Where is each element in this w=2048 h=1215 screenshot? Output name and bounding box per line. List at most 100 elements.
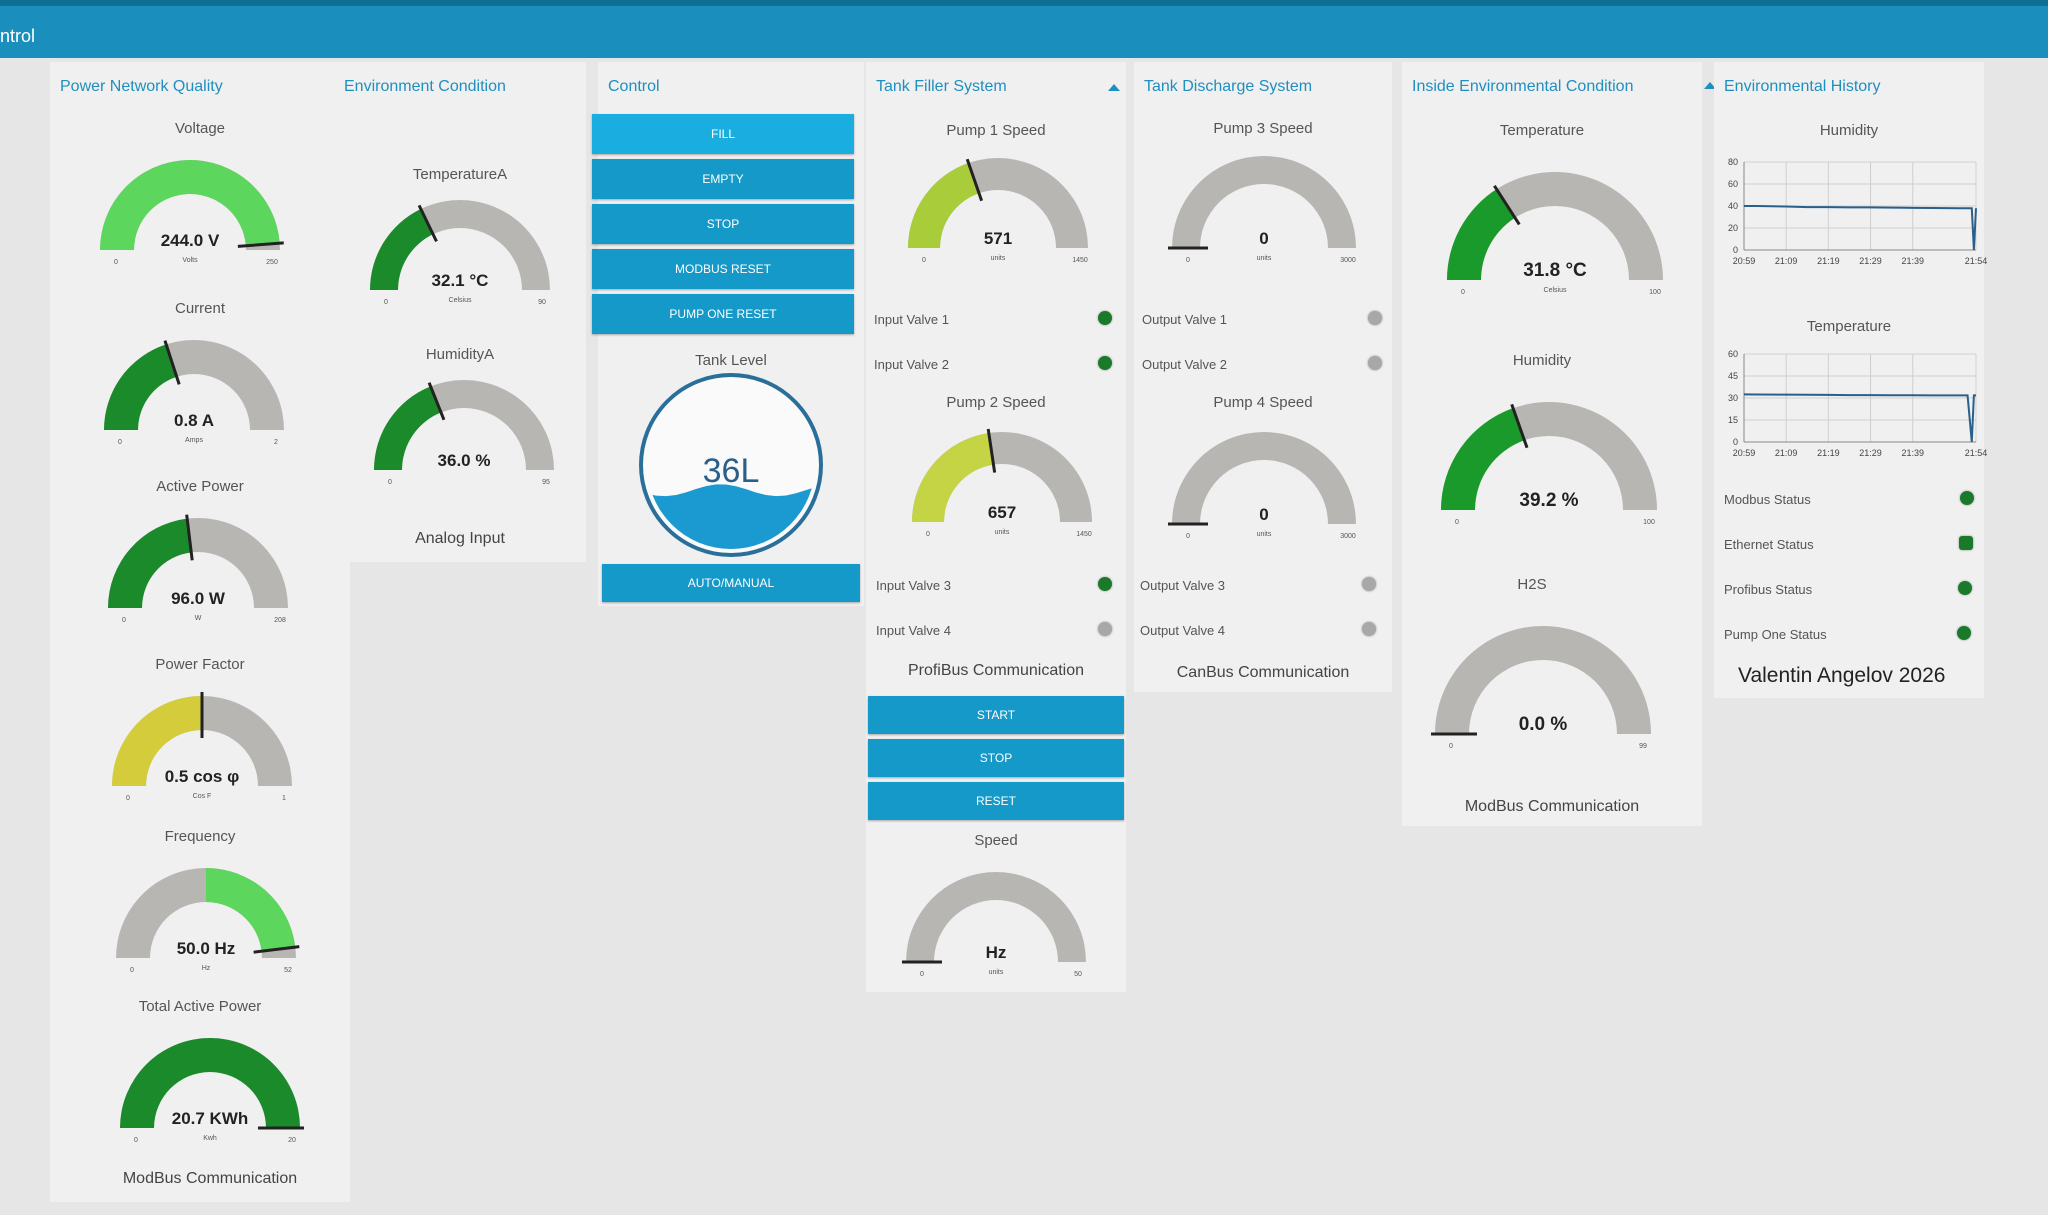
pump-one-reset-button[interactable]: PUMP ONE RESET bbox=[592, 294, 854, 334]
panel-title: Environment Condition bbox=[344, 78, 506, 95]
valve-status-indicator bbox=[1098, 577, 1112, 591]
gauge-fill bbox=[112, 696, 202, 786]
gauge-min: 0 bbox=[920, 971, 924, 978]
gauge-max: 99 bbox=[1639, 743, 1647, 750]
history-chart-humidity: 0 20 40 60 80 20:59 21:09 21:19 21:29 21:39 21:54 bbox=[1728, 157, 1987, 266]
gauge-min: 0 bbox=[1455, 519, 1459, 526]
gauge-min: 0 bbox=[1461, 289, 1465, 296]
gauge-min: 0 bbox=[926, 531, 930, 538]
top-bar: ntrol bbox=[0, 0, 2048, 58]
gauge-min: 0 bbox=[922, 257, 926, 264]
panel-title: Tank Filler System bbox=[876, 78, 1007, 95]
gauge-value: 0 bbox=[1259, 505, 1268, 524]
profibus-start-button[interactable]: START bbox=[868, 696, 1124, 734]
auto-manual-button[interactable]: AUTO/MANUAL bbox=[602, 564, 860, 602]
x-tick-label: 21:29 bbox=[1859, 256, 1882, 266]
x-tick-label: 21:09 bbox=[1775, 256, 1798, 266]
gauge-value: 657 bbox=[988, 503, 1016, 522]
gauge-unit: units bbox=[1257, 255, 1272, 262]
x-tick-label: 21:39 bbox=[1901, 256, 1924, 266]
gauge-max: 52 bbox=[284, 967, 292, 974]
gauge-value: Hz bbox=[986, 943, 1007, 962]
x-tick-label: 21:09 bbox=[1775, 448, 1798, 458]
gauge-max: 1 bbox=[282, 795, 286, 802]
gauge-min: 0 bbox=[1449, 743, 1453, 750]
gauge-inside-h2s: 0.0 % 0 99 bbox=[1431, 626, 1651, 750]
gauge-value: 0.0 % bbox=[1519, 714, 1568, 735]
collapse-caret-icon[interactable] bbox=[1704, 82, 1716, 89]
valve-label: Input Valve 3 bbox=[876, 578, 951, 593]
x-tick-label: 20:59 bbox=[1733, 256, 1756, 266]
gauge-needle bbox=[986, 428, 997, 473]
valve-label: Output Valve 2 bbox=[1142, 357, 1228, 372]
status-label: Modbus Status bbox=[1724, 492, 1811, 507]
gauge-needle bbox=[1510, 403, 1529, 449]
profibus-stop-button[interactable]: STOP bbox=[868, 739, 1124, 777]
gauge-max: 90 bbox=[538, 299, 546, 306]
y-tick-label: 45 bbox=[1728, 371, 1738, 381]
collapse-caret-icon[interactable] bbox=[1108, 84, 1120, 91]
status-indicator bbox=[1958, 581, 1972, 595]
gauge-max: 95 bbox=[542, 479, 550, 486]
gauge-fill bbox=[120, 1038, 300, 1128]
gauge-max: 1450 bbox=[1076, 531, 1092, 538]
gauge-pump-1-speed: 571 units 0 1450 bbox=[908, 158, 1088, 264]
gauge-fill bbox=[104, 344, 177, 430]
valve-label: Input Valve 2 bbox=[874, 357, 949, 372]
gauge-value: 39.2 % bbox=[1519, 490, 1578, 511]
gauge-needle bbox=[253, 945, 300, 954]
stop-button[interactable]: STOP bbox=[592, 204, 854, 244]
empty-button[interactable]: EMPTY bbox=[592, 159, 854, 199]
app-title: ntrol bbox=[0, 26, 36, 46]
profibus-reset-button[interactable]: RESET bbox=[868, 782, 1124, 820]
y-tick-label: 30 bbox=[1728, 393, 1738, 403]
gauge-unit: Volts bbox=[182, 257, 198, 264]
gauge-voltage: 244.0 V Volts 0 250 bbox=[100, 159, 284, 266]
gauge-value: 0.5 cos φ bbox=[165, 767, 240, 786]
gauge-min: 0 bbox=[384, 299, 388, 306]
gauge-value: 50.0 Hz bbox=[177, 939, 236, 958]
x-tick-label: 21:19 bbox=[1817, 256, 1840, 266]
fill-button[interactable]: FILL bbox=[592, 114, 854, 154]
gauge-needle bbox=[1493, 185, 1521, 226]
valve-status-indicator bbox=[1362, 577, 1376, 591]
gauge-needle bbox=[163, 340, 181, 385]
gauge-needle bbox=[185, 514, 194, 561]
gauge-fill bbox=[108, 518, 192, 608]
valve-status-indicator bbox=[1098, 356, 1112, 370]
gauge-fill bbox=[374, 386, 441, 470]
valve-label: Input Valve 1 bbox=[874, 312, 949, 327]
gauge-max: 250 bbox=[266, 259, 278, 266]
valve-status-indicator bbox=[1098, 311, 1112, 325]
gauge-total-active-power: 20.7 KWh Kwh 0 20 bbox=[120, 1038, 304, 1144]
gauge-max: 3000 bbox=[1340, 257, 1356, 264]
modbus-comm-label: ModBus Communication bbox=[1464, 798, 1640, 815]
x-tick-label: 21:54 bbox=[1965, 448, 1988, 458]
gauge-fill bbox=[1441, 408, 1525, 510]
gauge-inside-temperature: 31.8 °C Celsius 0 100 bbox=[1447, 172, 1663, 296]
gauge-pump-3-speed: 0 units 0 3000 bbox=[1168, 156, 1356, 264]
chart-title-1: Temperature bbox=[1806, 318, 1892, 335]
status-label: Profibus Status bbox=[1724, 582, 1813, 597]
speed-label: Speed bbox=[974, 832, 1018, 849]
valve-status-indicator bbox=[1368, 311, 1382, 325]
chart-title-0: Humidity bbox=[1819, 122, 1879, 139]
gauge-pump-4-speed: 0 units 0 3000 bbox=[1168, 432, 1356, 540]
gauge-fill bbox=[1447, 189, 1515, 280]
gauge-fill bbox=[912, 432, 994, 522]
gauge-label-0: Temperature bbox=[1499, 122, 1585, 139]
environmental-history-panel: Environmental History Valentin Angelov 2… bbox=[1714, 62, 1987, 698]
inside-environmental-condition-panel: Inside Environmental Condition ModBus Co… bbox=[1402, 62, 1716, 826]
gauge-label-4: Frequency bbox=[164, 828, 236, 845]
gauge-speed: Hz units 0 50 bbox=[902, 872, 1086, 978]
modbus-reset-button[interactable]: MODBUS RESET bbox=[592, 249, 854, 289]
gauge-label-3: Power Factor bbox=[155, 656, 245, 673]
gauge-power-factor: 0.5 cos φ Cos F 0 1 bbox=[112, 692, 292, 802]
y-tick-label: 80 bbox=[1728, 157, 1738, 167]
gauge-label-1: HumidityA bbox=[425, 346, 495, 363]
gauge-min: 0 bbox=[126, 795, 130, 802]
gauge-unit: Celsius bbox=[1544, 287, 1567, 294]
gauge-fill bbox=[908, 162, 980, 248]
gauge-unit: Hz bbox=[202, 965, 211, 972]
gauge-min: 0 bbox=[1186, 257, 1190, 264]
